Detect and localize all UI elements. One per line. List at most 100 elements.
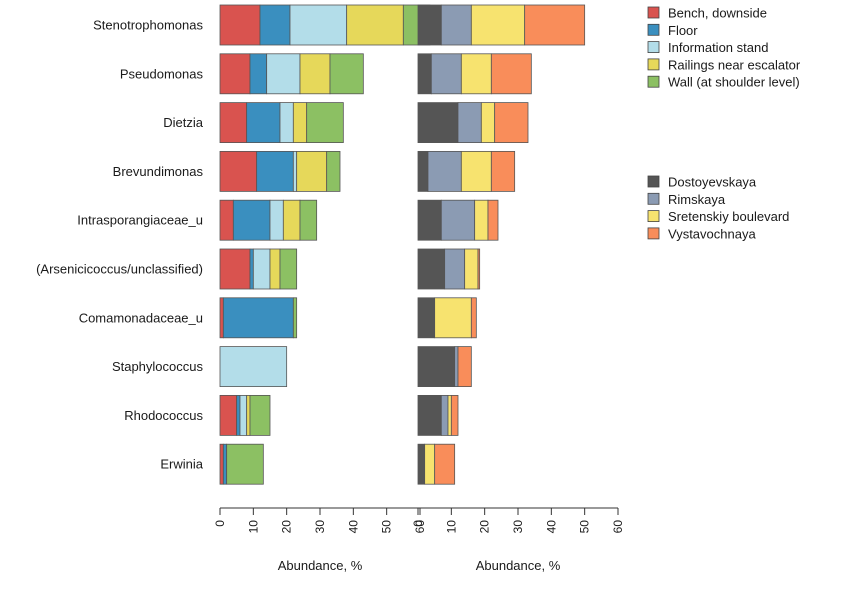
bar-pseudomonas-sretenskiy-boulevard (460, 53, 492, 95)
bar-erwinia-floor (222, 443, 228, 485)
bar-comamonadaceae-u-sretenskiy-boulevard (434, 297, 472, 339)
panel-by-surface: 0 10 20 30 40 50 60 Abundance, % (213, 4, 431, 573)
bar-dietzia-dostoyevskaya (417, 102, 459, 143)
bar-pseudomonas-information-stand (266, 53, 301, 95)
bar-comamonadaceae-u-wall-at-shoulder-level (292, 297, 298, 339)
bar-stenotrophomonas-floor (259, 4, 291, 46)
bar-pseudomonas-dostoyevskaya (417, 53, 432, 95)
x-tick-label-40: 40 (544, 520, 558, 534)
legend-surfaces: Bench, downside Floor Information stand Rai… (647, 6, 801, 90)
category-label-brevundimonas: Brevundimonas (113, 164, 204, 179)
x-tick-label-0: 0 (213, 520, 227, 527)
category-label-pseudomonas: Pseudomonas (120, 66, 204, 81)
panel-by-station: 0 10 20 30 40 50 60 Abundance, % (411, 4, 625, 573)
category-label-rhodococcus: Rhodococcus (124, 408, 203, 423)
category-labels: Stenotrophomonas Pseudomonas Dietzia Brevun… (36, 18, 204, 472)
bar-stenotrophomonas-dostoyevskaya (417, 4, 442, 46)
x-tick-label-20: 20 (280, 520, 294, 534)
legend-swatch-rimskaya (647, 192, 660, 205)
bar-rhodococcus-floor (236, 394, 241, 436)
legend-label-floor: Floor (668, 23, 698, 38)
bar-intrasporangiaceae-u-railings-near-escalator (282, 199, 301, 241)
legend-swatch-dostoyevskaya (647, 175, 660, 188)
x-tick-label-60: 60 (611, 520, 625, 534)
bar-brevundimonas-rimskaya (427, 150, 462, 192)
bar-pseudomonas-bench-downside (219, 53, 251, 95)
bar-brevundimonas-vystavochnaya (490, 150, 516, 192)
legend-label-information-stand: Information stand (668, 40, 768, 55)
legend-label-vystavochnaya: Vystavochnaya (668, 226, 756, 241)
category-label-intrasporangiaceae-u: Intrasporangiaceae_u (77, 213, 203, 228)
bar-intrasporangiaceae-u-rimskaya (440, 199, 476, 241)
bar-comamonadaceae-u-dostoyevskaya (417, 297, 436, 339)
x-tick-label-30: 30 (313, 520, 327, 534)
bar-brevundimonas-wall-at-shoulder-level (326, 150, 341, 192)
bar-pseudomonas-vystavochnaya (490, 53, 532, 95)
legend-swatch-wall-at-shoulder-level (647, 75, 660, 88)
bar-arsenicicoccus-unclassified-dostoyevskaya (417, 248, 446, 290)
bar-pseudomonas-floor (249, 53, 268, 95)
bar-arsenicicoccus-unclassified-railings-near-escalator (269, 248, 281, 290)
x-tick-label-0: 0 (411, 520, 425, 527)
bar-erwinia-bench-downside (219, 443, 224, 485)
bar-staphylococcus-dostoyevskaya (417, 346, 456, 388)
bar-brevundimonas-railings-near-escalator (296, 150, 328, 192)
category-label-erwinia: Erwinia (160, 457, 203, 472)
legend-swatch-information-stand (647, 41, 660, 53)
legend-swatch-railings-near-escalator (647, 58, 660, 71)
bar-comamonadaceae-u-floor (222, 297, 294, 339)
x-tick-label-10: 10 (444, 520, 458, 534)
legend-label-wall-at-shoulder-level: Wall (at shoulder level) (668, 75, 800, 90)
x-axis-title: Abundance, % (278, 558, 363, 573)
bar-intrasporangiaceae-u-vystavochnaya (487, 199, 499, 241)
x-tick-label-50: 50 (578, 520, 592, 534)
bar-staphylococcus-information-stand (219, 346, 288, 388)
bar-dietzia-bench-downside (219, 102, 248, 143)
bar-arsenicicoccus-unclassified-sretenskiy-boulevard (464, 248, 479, 290)
legend-label-rimskaya: Rimskaya (668, 192, 726, 207)
bar-dietzia-railings-near-escalator (292, 102, 308, 143)
bar-pseudomonas-wall-at-shoulder-level (329, 53, 364, 95)
category-label-dietzia: Dietzia (163, 115, 204, 130)
legend-swatch-sretenskiy-boulevard (647, 210, 660, 223)
bar-rhodococcus-railings-near-escalator (246, 394, 251, 436)
bar-intrasporangiaceae-u-sretenskiy-boulevard (474, 199, 489, 241)
category-label-comamonadaceae-u: Comamonadaceae_u (79, 310, 203, 325)
bar-staphylococcus-vystavochnaya (457, 346, 472, 388)
bar-pseudomonas-rimskaya (430, 53, 462, 95)
bar-dietzia-sretenskiy-boulevard (480, 102, 496, 143)
bar-stenotrophomonas-sretenskiy-boulevard (470, 4, 526, 46)
bar-dietzia-information-stand (279, 102, 294, 143)
legend-label-dostoyevskaya: Dostoyevskaya (668, 175, 757, 190)
bar-intrasporangiaceae-u-information-stand (269, 199, 284, 241)
bar-dietzia-floor (246, 102, 281, 143)
bar-brevundimonas-bench-downside (219, 150, 258, 192)
bar-arsenicicoccus-unclassified-wall-at-shoulder-level (279, 248, 298, 290)
legend-label-railings-near-escalator: Railings near escalator (668, 57, 801, 72)
x-tick-label-10: 10 (246, 520, 260, 534)
bar-intrasporangiaceae-u-floor (232, 199, 271, 241)
bar-rhodococcus-wall-at-shoulder-level (249, 394, 271, 436)
bar-erwinia-vystavochnaya (434, 443, 456, 485)
bar-erwinia-wall-at-shoulder-level (226, 443, 264, 485)
x-tick-label-60: 60 (413, 520, 427, 534)
bar-erwinia-dostoyevskaya (417, 443, 426, 485)
bar-arsenicicoccus-unclassified-rimskaya (444, 248, 466, 290)
bar-arsenicicoccus-unclassified-information-stand (252, 248, 271, 290)
legend-stations: Dostoyevskaya Rimskaya Sretenskiy boulevar… (647, 175, 789, 241)
bar-stenotrophomonas-information-stand (289, 4, 348, 46)
bar-stenotrophomonas-bench-downside (219, 4, 261, 46)
legend-label-sretenskiy-boulevard: Sretenskiy boulevard (668, 209, 789, 224)
bar-brevundimonas-floor (256, 150, 294, 192)
bar-intrasporangiaceae-u-wall-at-shoulder-level (299, 199, 318, 241)
bar-rhodococcus-sretenskiy-boulevard (447, 394, 452, 436)
bar-arsenicicoccus-unclassified-bench-downside (219, 248, 251, 290)
bar-arsenicicoccus-unclassified-vystavochnaya (477, 248, 481, 290)
bar-erwinia-sretenskiy-boulevard (424, 443, 436, 485)
legend-swatch-floor (647, 23, 660, 36)
bar-dietzia-vystavochnaya (494, 102, 529, 143)
bar-stenotrophomonas-railings-near-escalator (346, 4, 404, 46)
bar-rhodococcus-information-stand (239, 394, 248, 436)
legend-swatch-bench-downside (647, 6, 660, 19)
